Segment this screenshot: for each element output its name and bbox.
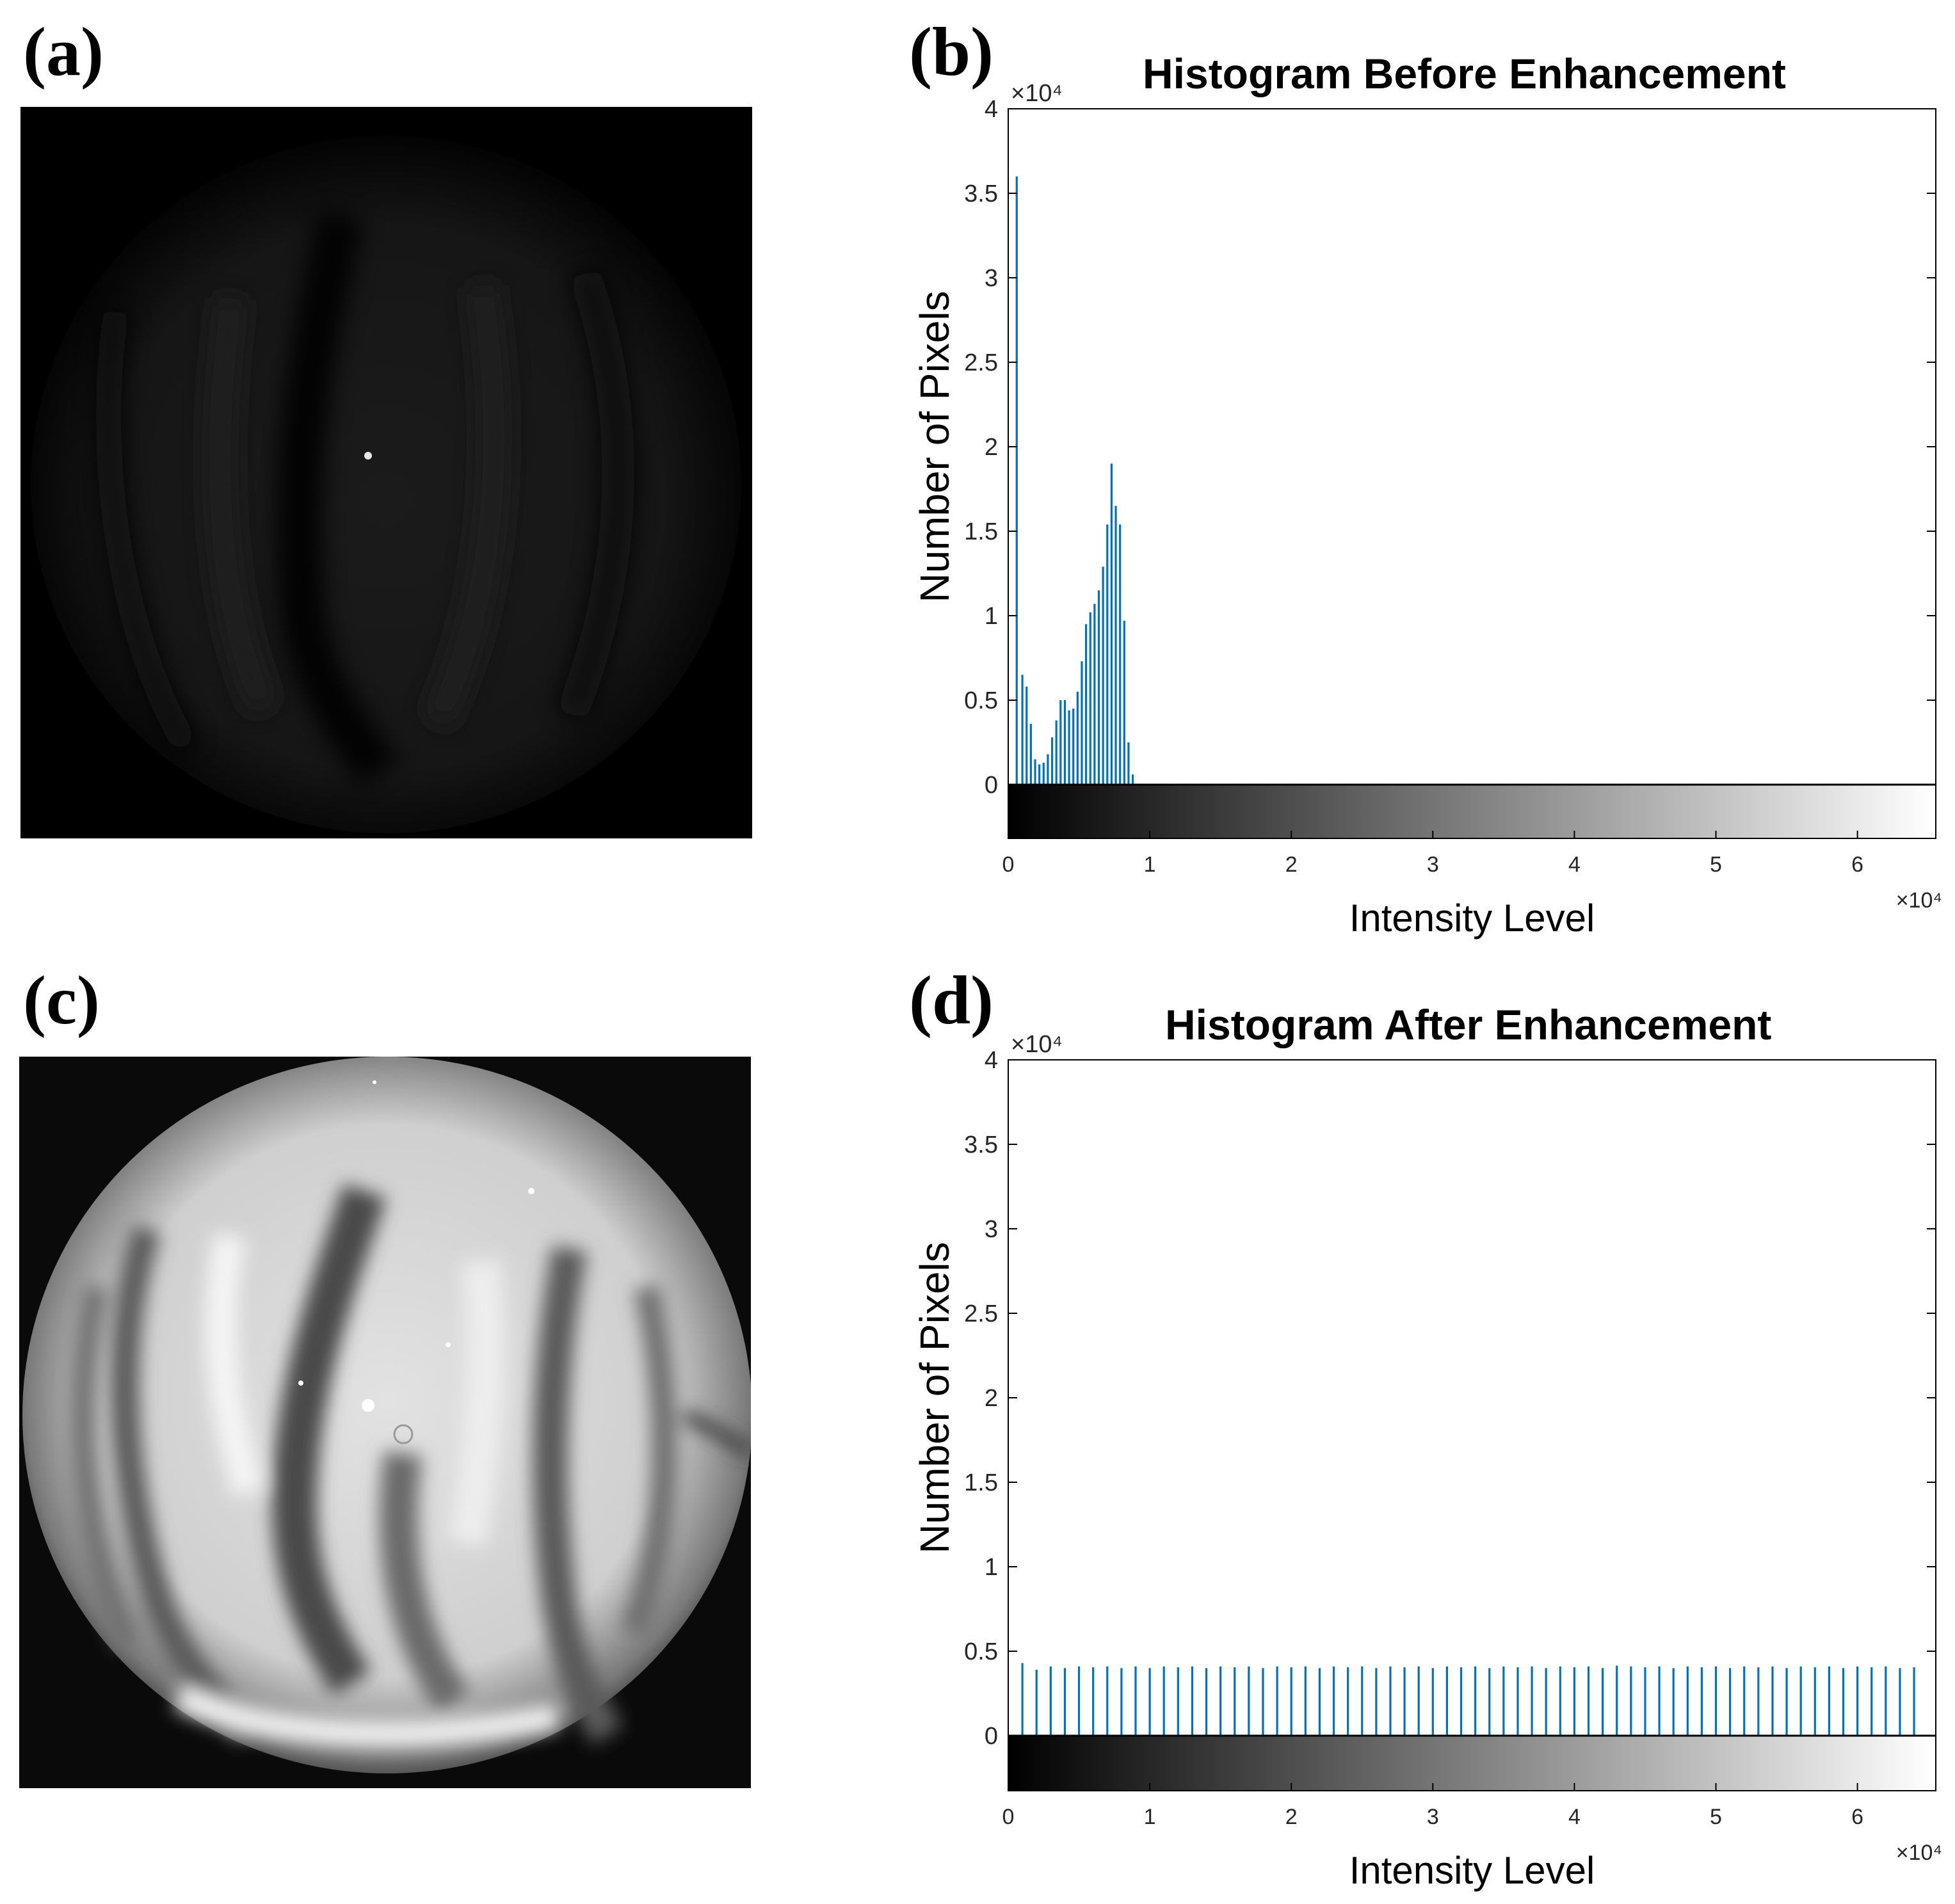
y-tick-label: 3 [985, 265, 998, 292]
x-tick-label: 0 [1002, 1805, 1015, 1829]
x-exponent-label: ×10⁴ [1896, 888, 1942, 913]
x-tick-label: 6 [1851, 852, 1863, 877]
y-tick-label: 1.5 [964, 1469, 998, 1496]
x-axis-label: Intensity Level [1349, 897, 1595, 940]
plot-area [1008, 108, 1936, 785]
x-tick-label: 4 [1568, 1805, 1581, 1829]
panel-label-d: (d) [909, 963, 994, 1039]
aurora-dark-image [20, 107, 752, 838]
x-tick-label: 4 [1568, 852, 1581, 877]
x-tick-label: 3 [1427, 852, 1439, 877]
y-tick-label: 2.5 [964, 349, 998, 376]
intensity-colorbar [1008, 1735, 1936, 1791]
y-axis-label: Number of Pixels [912, 291, 958, 602]
y-exponent-label: ×10⁴ [1011, 80, 1063, 107]
y-tick-label: 2.5 [964, 1300, 998, 1327]
x-tick-label: 2 [1285, 1805, 1298, 1829]
x-axis-label: Intensity Level [1349, 1849, 1595, 1892]
x-tick-label: 2 [1285, 852, 1298, 877]
x-tick-label: 5 [1710, 1805, 1722, 1829]
x-tick-label: 0 [1002, 852, 1015, 877]
x-tick-label: 1 [1144, 852, 1156, 877]
intensity-colorbar [1008, 784, 1936, 839]
panel-label-c: (c) [23, 963, 100, 1039]
y-tick-label: 1 [985, 1554, 998, 1581]
y-tick-label: 0 [985, 1723, 998, 1750]
y-tick-label: 0 [985, 772, 998, 799]
y-tick-label: 3.5 [964, 1132, 998, 1158]
y-tick-label: 0.5 [964, 1638, 998, 1665]
x-tick-label: 3 [1427, 1805, 1439, 1829]
y-tick-label: 1 [985, 603, 998, 630]
panel-label-a: (a) [23, 14, 104, 90]
y-tick-label: 1.5 [964, 518, 998, 545]
plot-area [1008, 1059, 1936, 1736]
x-tick-label: 6 [1851, 1805, 1863, 1829]
x-exponent-label: ×10⁴ [1896, 1841, 1942, 1865]
y-tick-label: 3 [985, 1216, 998, 1243]
y-tick-label: 2 [985, 1385, 998, 1412]
x-tick-label: 1 [1144, 1805, 1156, 1829]
y-tick-label: 2 [985, 434, 998, 461]
y-tick-label: 0.5 [964, 687, 998, 714]
chart-title-after: Histogram After Enhancement [1165, 1001, 1772, 1048]
y-tick-label: 4 [985, 1047, 998, 1074]
panel-label-b: (b) [909, 14, 994, 90]
chart-title-before: Histogram Before Enhancement [1143, 50, 1786, 97]
aurora-enhanced-image [19, 1057, 751, 1788]
y-exponent-label: ×10⁴ [1011, 1031, 1063, 1058]
x-tick-label: 5 [1710, 852, 1722, 877]
y-tick-label: 4 [985, 96, 998, 123]
y-axis-label: Number of Pixels [912, 1242, 958, 1553]
y-tick-label: 3.5 [964, 180, 998, 207]
